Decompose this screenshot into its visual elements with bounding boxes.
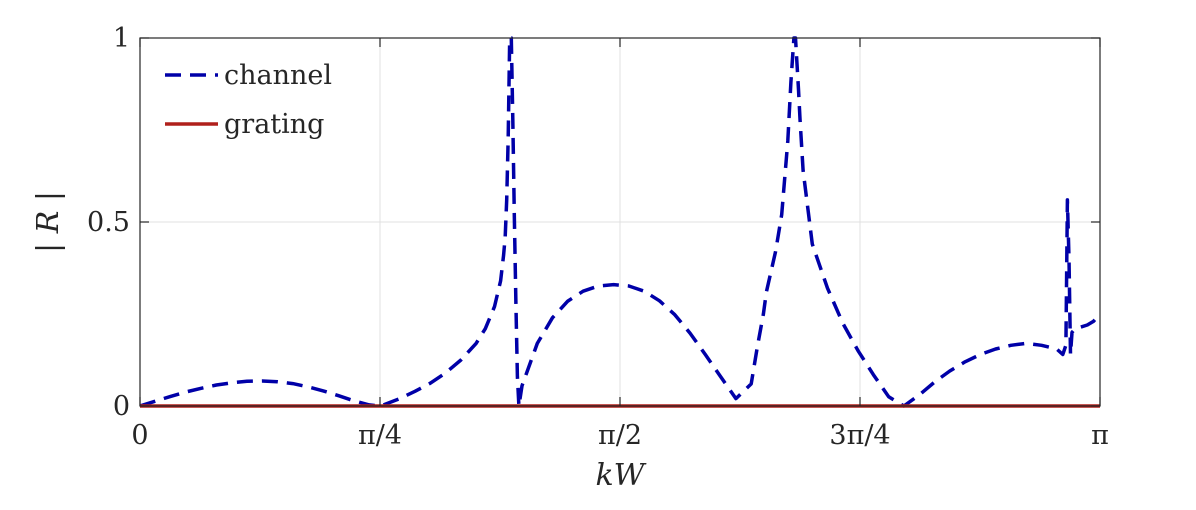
tick-labels: 0 π/4 π/2 3π/4 π 0 0.5 1: [87, 23, 1109, 451]
legend: channel grating: [165, 60, 332, 140]
series-line-channel: [140, 36, 1100, 408]
x-tick-label-4: π: [1091, 420, 1109, 451]
x-tick-label-0: 0: [131, 420, 148, 451]
x-axis-title: kW: [595, 458, 646, 493]
y-tick-label-2: 1: [113, 23, 130, 54]
grid-lines: [140, 38, 1100, 406]
legend-label-channel: channel: [224, 60, 332, 91]
axes: [139, 37, 1101, 407]
x-tick-label-2: π/2: [598, 420, 642, 451]
x-tick-label-1: π/4: [358, 420, 402, 451]
y-tick-label-0: 0: [113, 391, 130, 422]
x-tick-label-3: 3π/4: [829, 420, 890, 451]
y-tick-label-1: 0.5: [87, 207, 130, 238]
legend-label-grating: grating: [224, 109, 324, 140]
y-axis-title: | R |: [31, 191, 66, 253]
